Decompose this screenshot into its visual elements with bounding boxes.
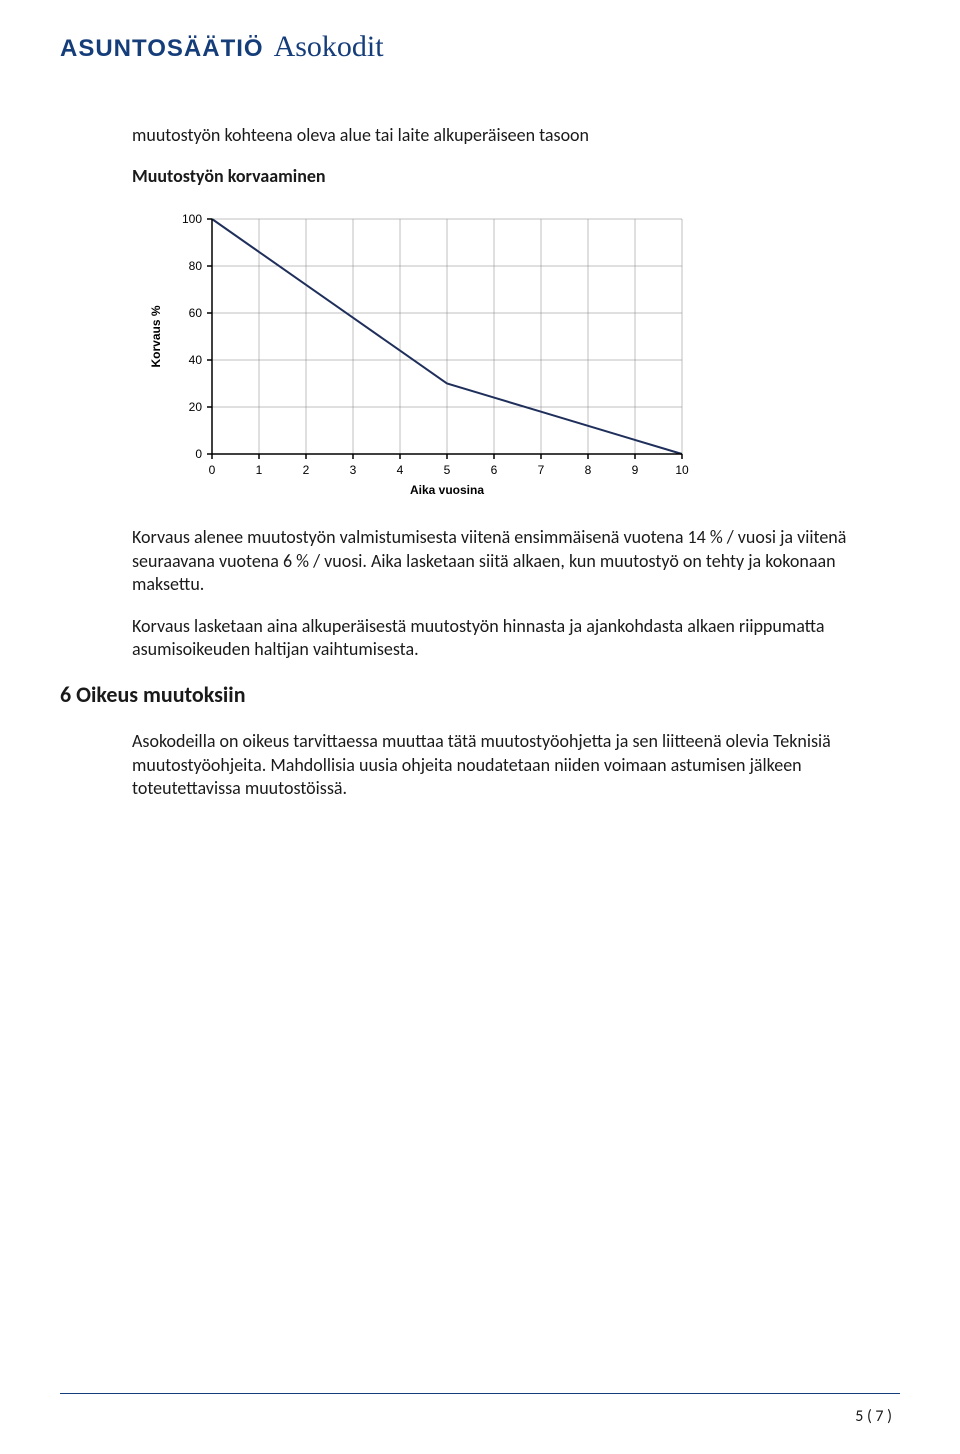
- svg-text:6: 6: [491, 463, 498, 477]
- svg-text:5: 5: [444, 463, 451, 477]
- svg-text:9: 9: [632, 463, 639, 477]
- svg-text:Aika vuosina: Aika vuosina: [410, 483, 484, 497]
- svg-text:60: 60: [189, 306, 203, 320]
- para-2: Korvaus lasketaan aina alkuperäisestä mu…: [132, 615, 900, 662]
- logo-word-1: ASUNTOSÄÄTIÖ: [60, 35, 264, 63]
- section-6-heading: 6 Oikeus muutoksiin: [60, 681, 900, 708]
- chart-svg: 0 20 40 60 80 100 0 1 2 3 4 5 6 7 8 9 10 Aika vuosina Korv…: [142, 207, 696, 502]
- svg-text:100: 100: [182, 212, 202, 226]
- logo-word-2: Asokodit: [274, 30, 384, 64]
- svg-text:20: 20: [189, 400, 203, 414]
- svg-text:Korvaus %: Korvaus %: [149, 306, 163, 368]
- svg-text:10: 10: [675, 463, 689, 477]
- svg-text:1: 1: [256, 463, 263, 477]
- page-number: 5 ( 7 ): [855, 1407, 892, 1426]
- svg-text:8: 8: [585, 463, 592, 477]
- svg-text:2: 2: [303, 463, 310, 477]
- footer-rule: [60, 1393, 900, 1394]
- svg-text:7: 7: [538, 463, 545, 477]
- svg-text:0: 0: [195, 447, 202, 461]
- para-1: Korvaus alenee muutostyön valmistumisest…: [132, 526, 900, 596]
- svg-text:0: 0: [209, 463, 216, 477]
- svg-text:4: 4: [397, 463, 404, 477]
- compensation-chart: 0 20 40 60 80 100 0 1 2 3 4 5 6 7 8 9 10 Aika vuosina Korv…: [142, 207, 900, 502]
- brand-logo: ASUNTOSÄÄTIÖ Asokodit: [60, 30, 900, 64]
- section-6-body: Asokodeilla on oikeus tarvittaessa muutt…: [132, 730, 900, 800]
- svg-text:3: 3: [350, 463, 357, 477]
- chart-heading: Muutostyön korvaaminen: [132, 165, 900, 187]
- svg-text:80: 80: [189, 259, 203, 273]
- svg-text:40: 40: [189, 353, 203, 367]
- intro-line: muutostyön kohteena oleva alue tai laite…: [132, 124, 900, 147]
